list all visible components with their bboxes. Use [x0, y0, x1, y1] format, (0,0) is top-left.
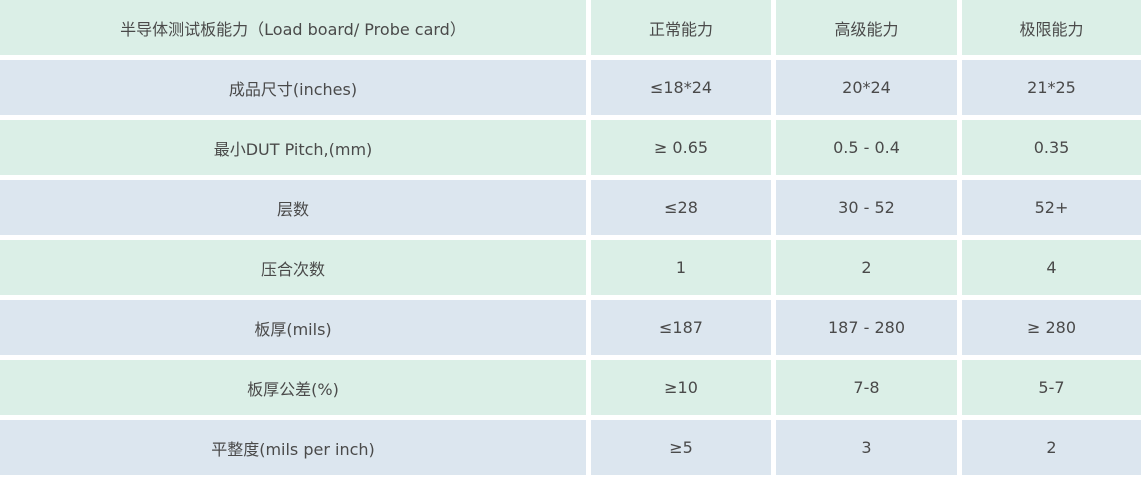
header-limit: 极限能力 [962, 0, 1141, 55]
limit-value: ≥ 280 [962, 300, 1141, 355]
advanced-value: 187 - 280 [776, 300, 957, 355]
limit-value: 5-7 [962, 360, 1141, 415]
normal-value: ≥10 [591, 360, 771, 415]
normal-value: ≤187 [591, 300, 771, 355]
table-row: 层数 ≤28 30 - 52 52+ [0, 180, 1141, 235]
advanced-value: 20*24 [776, 60, 957, 115]
header-advanced: 高级能力 [776, 0, 957, 55]
row-label: 平整度(mils per inch) [0, 420, 586, 475]
advanced-value: 30 - 52 [776, 180, 957, 235]
row-label: 层数 [0, 180, 586, 235]
advanced-value: 3 [776, 420, 957, 475]
row-label: 成品尺寸(inches) [0, 60, 586, 115]
table-row: 成品尺寸(inches) ≤18*24 20*24 21*25 [0, 60, 1141, 115]
header-category: 半导体测试板能力（Load board/ Probe card） [0, 0, 586, 55]
limit-value: 2 [962, 420, 1141, 475]
table-row: 板厚(mils) ≤187 187 - 280 ≥ 280 [0, 300, 1141, 355]
row-label: 最小DUT Pitch,(mm) [0, 120, 586, 175]
table-row: 平整度(mils per inch) ≥5 3 2 [0, 420, 1141, 475]
limit-value: 52+ [962, 180, 1141, 235]
row-label: 板厚(mils) [0, 300, 586, 355]
table-row: 板厚公差(%) ≥10 7-8 5-7 [0, 360, 1141, 415]
row-label: 压合次数 [0, 240, 586, 295]
normal-value: ≤18*24 [591, 60, 771, 115]
row-label: 板厚公差(%) [0, 360, 586, 415]
limit-value: 0.35 [962, 120, 1141, 175]
table-row: 压合次数 1 2 4 [0, 240, 1141, 295]
table-row: 最小DUT Pitch,(mm) ≥ 0.65 0.5 - 0.4 0.35 [0, 120, 1141, 175]
limit-value: 4 [962, 240, 1141, 295]
limit-value: 21*25 [962, 60, 1141, 115]
advanced-value: 0.5 - 0.4 [776, 120, 957, 175]
normal-value: ≥5 [591, 420, 771, 475]
header-normal: 正常能力 [591, 0, 771, 55]
advanced-value: 2 [776, 240, 957, 295]
table-header-row: 半导体测试板能力（Load board/ Probe card） 正常能力 高级… [0, 0, 1141, 55]
normal-value: ≤28 [591, 180, 771, 235]
advanced-value: 7-8 [776, 360, 957, 415]
normal-value: ≥ 0.65 [591, 120, 771, 175]
normal-value: 1 [591, 240, 771, 295]
